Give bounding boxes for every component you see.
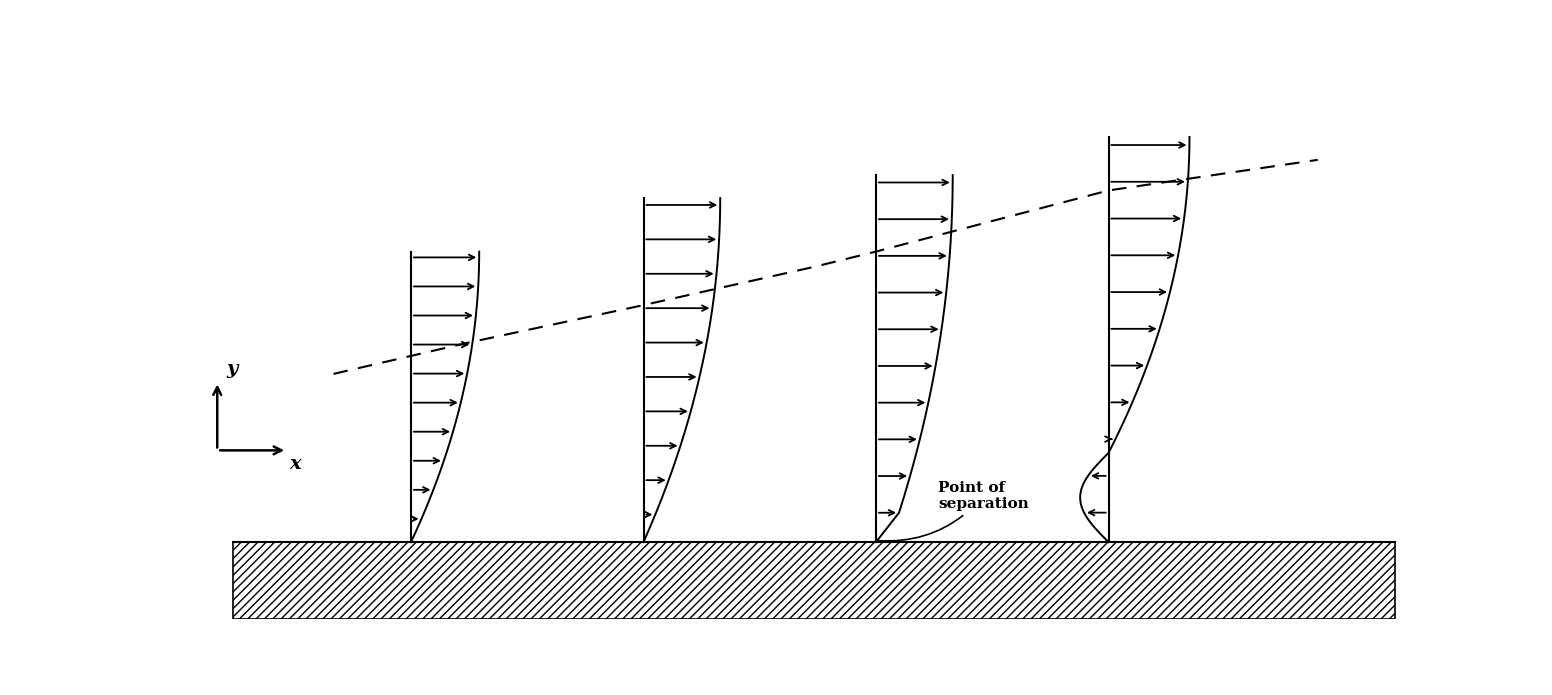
Text: Point of
separation: Point of separation (878, 481, 1029, 541)
Text: x: x (289, 455, 301, 473)
Text: y: y (227, 360, 237, 378)
Bar (233, 542, 1395, 619)
